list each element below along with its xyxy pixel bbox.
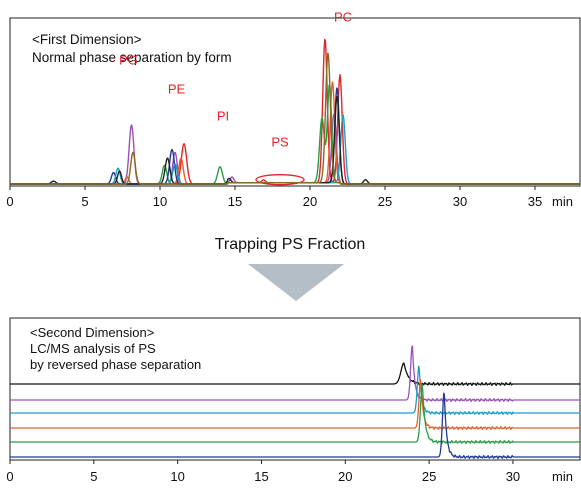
second-dimension-x-tick-label: 0: [6, 469, 13, 484]
second-dimension-series-line: [9, 392, 581, 460]
peak-label-pg: PG: [119, 52, 138, 67]
first-dimension-series-line: [9, 95, 581, 185]
first-dimension-subtitle: Normal phase separation by form: [32, 50, 232, 65]
peak-label-pc: PC: [334, 9, 352, 24]
arrow-caption: Trapping PS Fraction: [215, 236, 366, 253]
second-dimension-title: <Second Dimension>: [30, 325, 154, 340]
first-dimension-series-line: [9, 114, 581, 185]
second-dimension-series-line: [9, 365, 581, 416]
second-dimension-panel: <Second Dimension> LC/MS analysis of PS …: [6, 317, 581, 484]
second-dimension-series-line: [9, 362, 581, 387]
peak-label-ps: PS: [271, 135, 289, 150]
peak-label-pe: PE: [168, 81, 186, 96]
second-dimension-x-tick-label: 25: [422, 469, 436, 484]
first-dimension-x-tick-label: 30: [453, 194, 467, 209]
first-dimension-x-unit: min: [552, 194, 573, 209]
second-dimension-x-tick-label: 30: [506, 469, 520, 484]
first-dimension-x-tick-label: 0: [6, 194, 13, 209]
first-dimension-x-tick-label: 15: [228, 194, 242, 209]
second-dimension-subtitle-line-2: by reversed phase separation: [30, 357, 201, 372]
first-dimension-series-line: [9, 52, 581, 185]
first-dimension-series-line: [9, 87, 581, 185]
first-dimension-x-tick-label: 20: [303, 194, 317, 209]
second-dimension-series-line: [9, 383, 581, 445]
first-dimension-x-tick-label: 5: [81, 194, 88, 209]
first-dimension-x-tick-label: 35: [528, 194, 542, 209]
second-dimension-x-tick-label: 20: [338, 469, 352, 484]
second-dimension-x-unit: min: [552, 469, 573, 484]
first-dimension-series-line: [9, 81, 581, 185]
down-arrow-icon: [248, 264, 344, 301]
second-dimension-series-line: [9, 378, 581, 431]
second-dimension-x-tick-label: 15: [254, 469, 268, 484]
first-dimension-x-tick-label: 25: [378, 194, 392, 209]
second-dimension-x-tick-label: 5: [90, 469, 97, 484]
second-dimension-subtitle-line-1: LC/MS analysis of PS: [30, 341, 156, 356]
first-dimension-series-line: [9, 84, 581, 185]
first-dimension-panel: <First Dimension> Normal phase separatio…: [6, 9, 581, 209]
peak-label-pi: PI: [217, 109, 229, 124]
first-dimension-x-tick-label: 10: [153, 194, 167, 209]
ps-fraction-highlight: [255, 174, 305, 186]
second-dimension-series-line: [9, 345, 581, 403]
first-dimension-title: <First Dimension>: [32, 32, 142, 47]
second-dimension-x-tick-label: 10: [170, 469, 184, 484]
first-dimension-series-line: [9, 113, 581, 185]
